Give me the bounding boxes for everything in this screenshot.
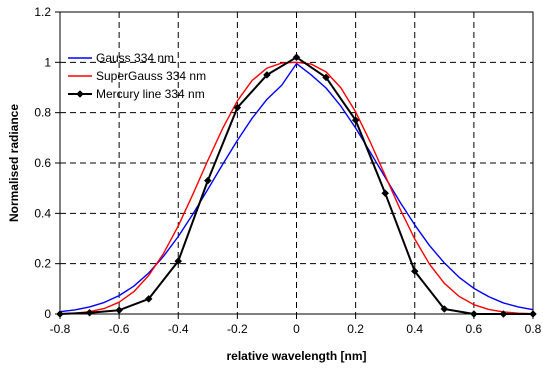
legend: Gauss 334 nm SuperGauss 334 nm Mercury lin…: [68, 51, 206, 101]
y-tick-label: 0.8: [34, 106, 51, 120]
x-tick-label: 0: [293, 322, 300, 336]
x-tick-label: -0.4: [168, 322, 189, 336]
data-point-mercury-line-334-nm: [263, 71, 271, 79]
legend-item-mercury-line-334-nm: Mercury line 334 nm: [68, 87, 205, 101]
series-gauss-334-nm: [59, 62, 534, 313]
y-tick-label: 1: [44, 55, 51, 69]
x-tick-label: -0.2: [227, 322, 248, 336]
legend-item-gauss-334-nm: Gauss 334 nm: [68, 51, 174, 65]
legend-item-supergauss-334-nm: SuperGauss 334 nm: [68, 69, 206, 83]
series-supergauss-334-nm: [59, 61, 534, 315]
y-tick-label: 0.6: [34, 156, 51, 170]
data-point-mercury-line-334-nm: [233, 103, 242, 112]
legend-label: Mercury line 334 nm: [96, 87, 205, 101]
plot-area: [56, 11, 537, 318]
y-axis-ticks: 0 0.2 0.4 0.6 0.8 1 1.2: [34, 5, 60, 321]
x-axis-label: relative wavelength [nm]: [226, 349, 366, 363]
data-point-mercury-line-334-nm: [351, 116, 360, 125]
data-point-mercury-line-334-nm: [381, 189, 390, 198]
series-line-gauss-334-nm: [59, 62, 534, 313]
x-tick-label: 0.6: [466, 322, 483, 336]
data-point-mercury-line-334-nm: [322, 73, 330, 82]
series-line-supergauss-334-nm: [59, 61, 534, 315]
data-point-mercury-line-334-nm: [144, 295, 153, 303]
y-tick-label: 0.4: [34, 206, 51, 220]
x-tick-label: 0.4: [406, 322, 423, 336]
y-tick-label: 0.2: [34, 257, 51, 271]
data-point-mercury-line-334-nm: [174, 257, 183, 266]
legend-label: SuperGauss 334 nm: [96, 69, 206, 83]
y-tick-label: 1.2: [34, 5, 51, 19]
y-tick-label: 0: [44, 307, 51, 321]
series-layer: [56, 53, 537, 318]
y-axis-label: Normalised radiance: [7, 104, 21, 222]
x-tick-label: -0.6: [109, 322, 130, 336]
data-point-mercury-line-334-nm: [410, 267, 419, 276]
data-point-mercury-line-334-nm: [440, 305, 449, 313]
legend-label: Gauss 334 nm: [96, 51, 174, 65]
x-tick-label: -0.8: [50, 322, 71, 336]
x-axis-ticks: -0.8 -0.6 -0.4 -0.2 0 0.2 0.4 0.6 0.8: [50, 314, 542, 336]
legend-marker: [76, 90, 84, 98]
data-point-mercury-line-334-nm: [292, 53, 301, 62]
series-mercury-line-334-nm: [56, 53, 537, 318]
x-tick-label: 0.2: [347, 322, 364, 336]
data-point-mercury-line-334-nm: [203, 176, 212, 185]
x-tick-label: 0.8: [525, 322, 542, 336]
grid-lines: [60, 12, 533, 314]
